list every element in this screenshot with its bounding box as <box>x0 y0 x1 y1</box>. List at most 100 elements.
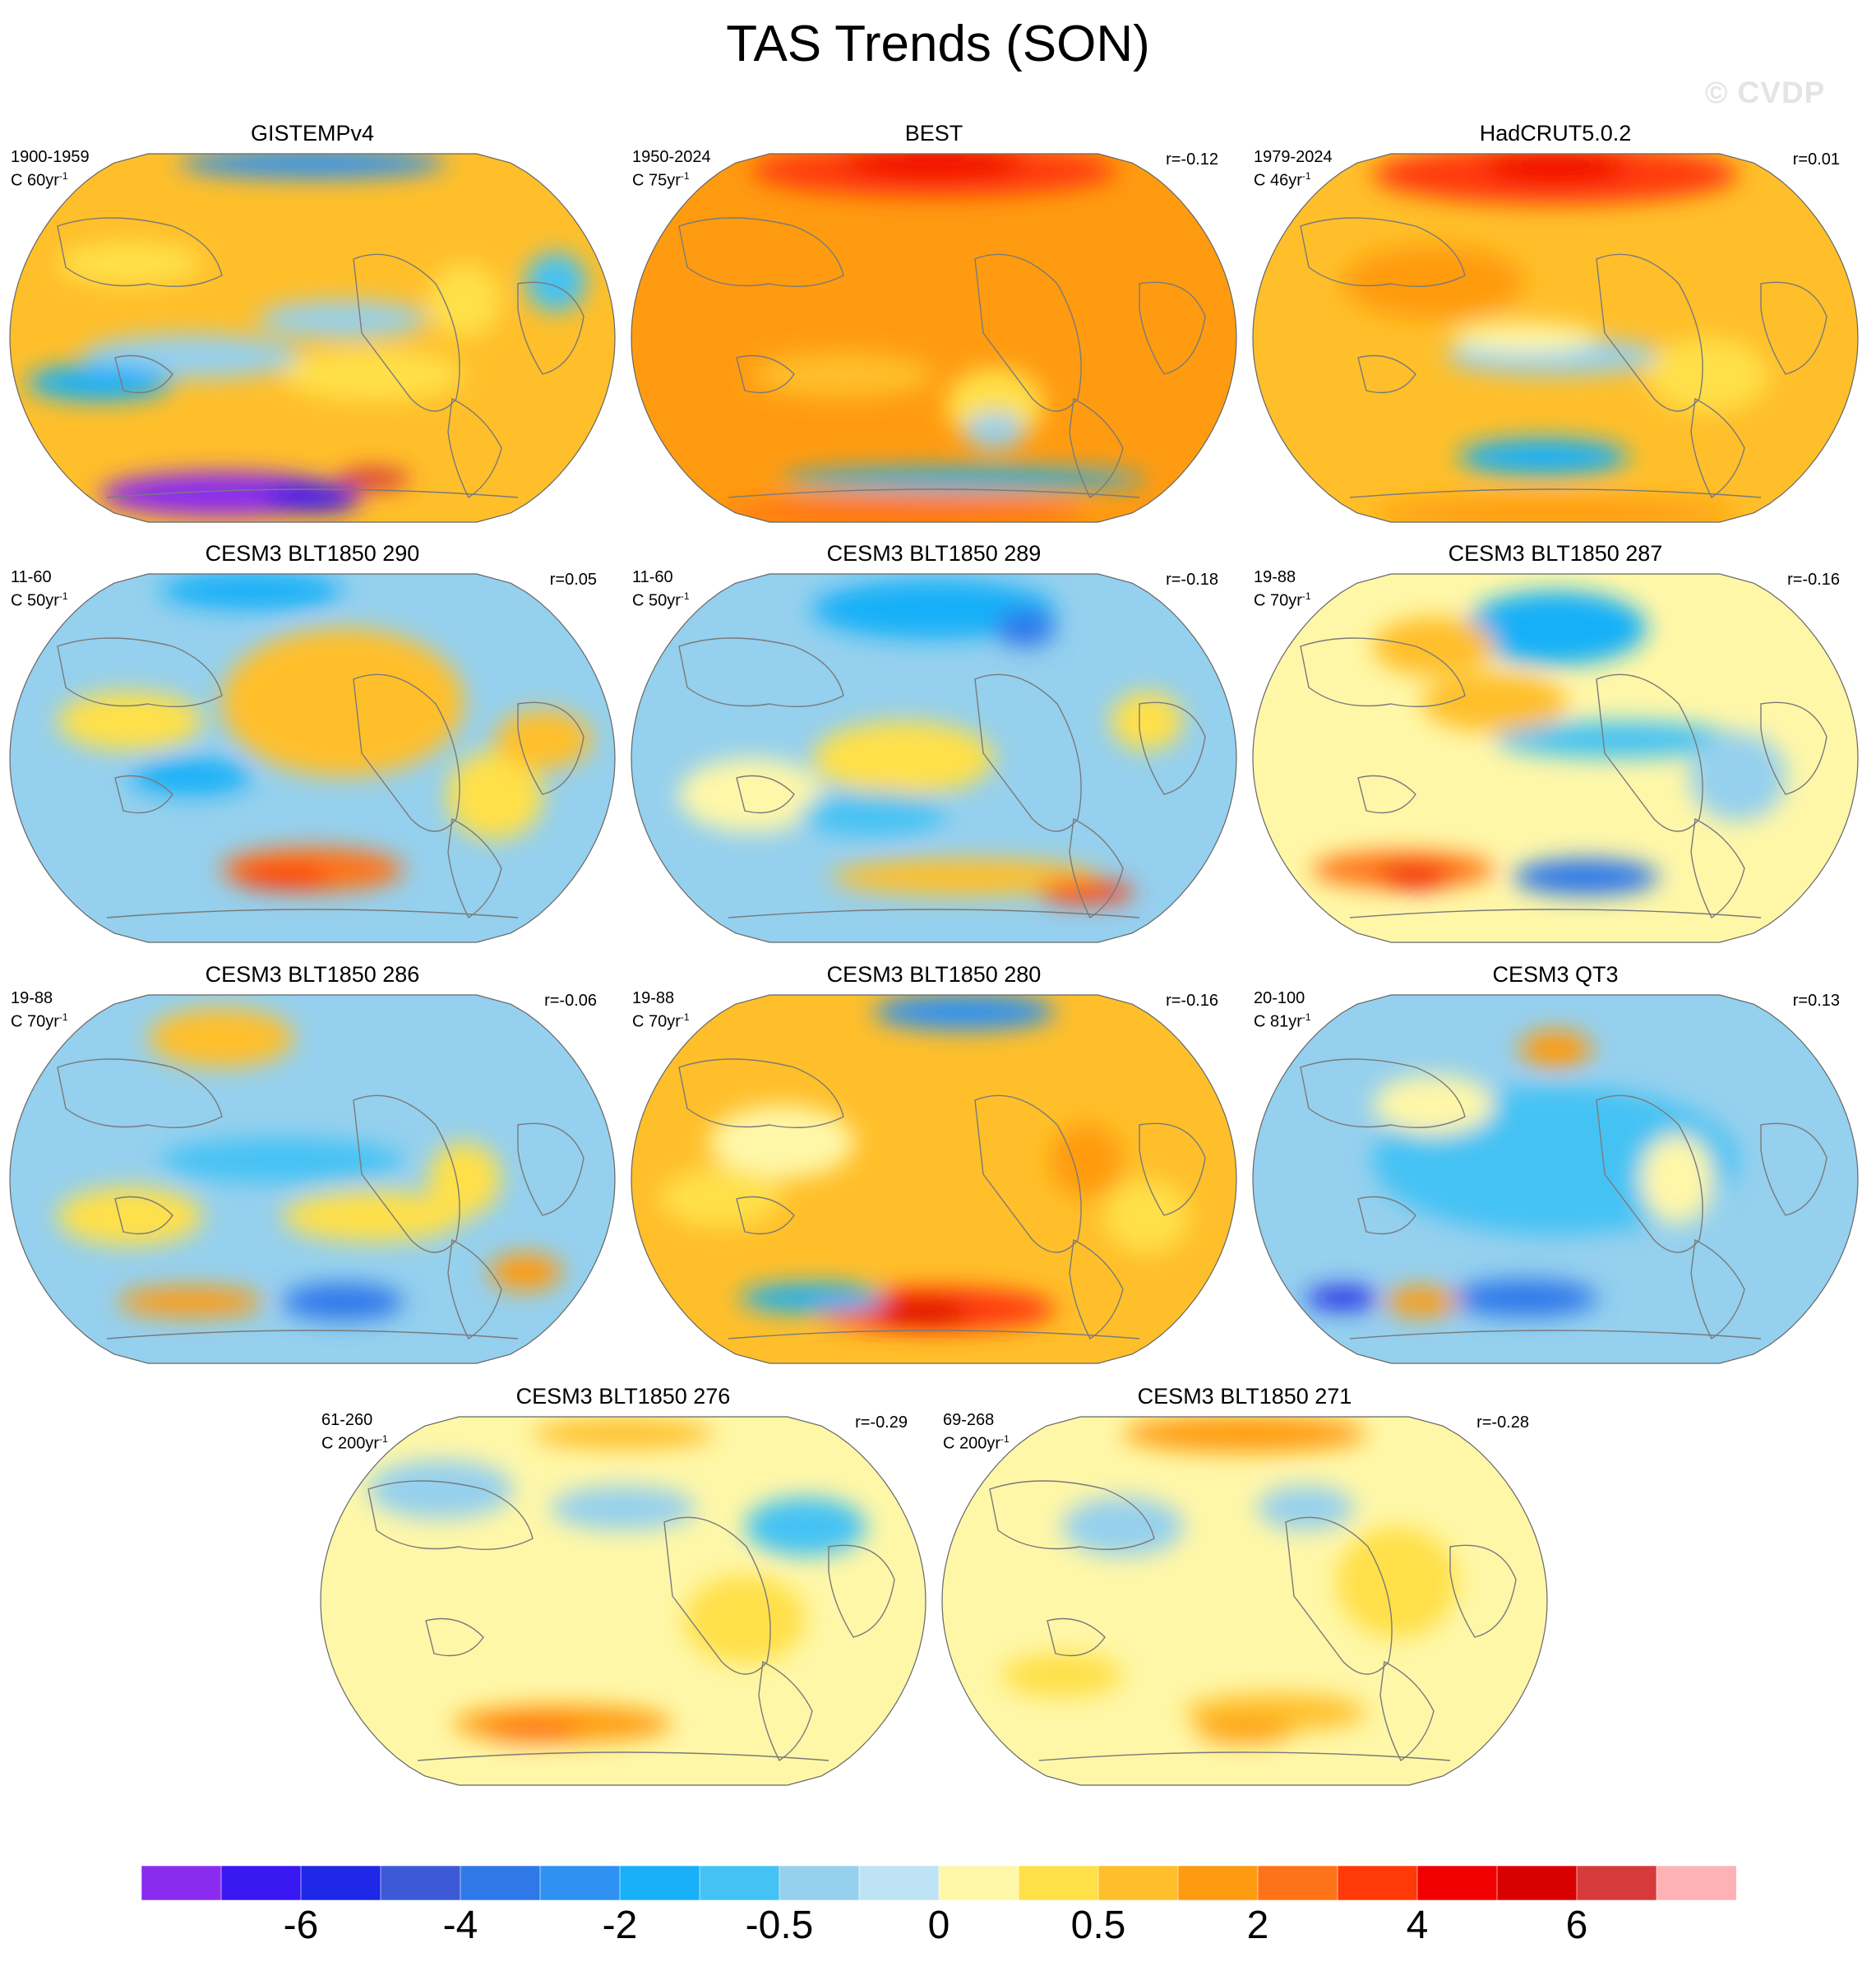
map-outline <box>1252 153 1859 523</box>
robinson-map <box>9 153 616 523</box>
colorbar-swatch <box>1257 1865 1338 1901</box>
panel-title: BEST <box>904 121 963 146</box>
map-panel: HadCRUT5.0.2 1979-2024 C 46yr-1 r=0.01 <box>1251 121 1860 523</box>
coastline <box>447 817 502 919</box>
coastline <box>1379 1660 1435 1762</box>
coastline <box>728 488 1140 498</box>
colorbar-tick-label: 2 <box>1246 1904 1269 1947</box>
map-panel: CESM3 BLT1850 289 11-60 C 50yr-1 r=-0.18 <box>630 541 1238 943</box>
panel-title: CESM3 BLT1850 289 <box>826 541 1042 566</box>
map-panel: GISTEMPv4 1900-1959 C 60yr-1 <box>8 121 617 523</box>
trend-anomaly-region <box>57 241 203 286</box>
coastline <box>1069 397 1124 499</box>
coastline <box>1349 1330 1762 1339</box>
trend-anomaly-region <box>739 1283 885 1313</box>
panel-title: CESM3 BLT1850 287 <box>1448 541 1663 566</box>
coastline <box>447 397 502 499</box>
colorbar-swatch <box>1416 1865 1498 1901</box>
robinson-map <box>1252 994 1859 1364</box>
panel-correlation: r=0.05 <box>549 571 597 589</box>
trend-anomaly-region <box>830 858 1098 896</box>
panel-trend-length: C 70yr-1 <box>1254 587 1311 611</box>
trend-length-exponent: -1 <box>680 1011 690 1023</box>
map-panel: BEST 1950-2024 C 75yr-1 r=-0.12 <box>630 121 1238 523</box>
trend-anomaly-region <box>160 574 343 610</box>
map-outline <box>9 994 616 1364</box>
coastline <box>974 1094 1082 1253</box>
map-outline <box>1252 573 1859 943</box>
trend-anomaly-region <box>745 1497 866 1557</box>
colorbar-swatch <box>779 1865 860 1901</box>
trend-length-text: C 46yr <box>1254 171 1302 190</box>
coastline <box>1596 1094 1703 1253</box>
trend-anomaly-region <box>1195 1719 1294 1742</box>
coastline <box>1357 1196 1416 1235</box>
colorbar-tick-label: 6 <box>1565 1904 1588 1947</box>
coastline <box>736 775 795 814</box>
map-outline <box>631 573 1237 943</box>
map-background-field <box>10 154 615 522</box>
trend-anomaly-region <box>148 1008 294 1068</box>
coastline <box>57 637 223 707</box>
panel-period: 1979-2024 <box>1254 148 1333 166</box>
trend-length-text: C 200yr <box>943 1434 1001 1453</box>
trend-anomaly-region <box>178 154 446 178</box>
robinson-map <box>9 573 616 943</box>
robinson-map <box>1252 153 1859 523</box>
trend-length-text: C 50yr <box>632 591 681 610</box>
colorbar-swatch <box>1018 1865 1099 1901</box>
trend-anomaly-region <box>1495 720 1738 758</box>
coastline <box>353 1094 460 1253</box>
trend-length-exponent: -1 <box>1301 170 1311 182</box>
robinson-map <box>941 1416 1548 1786</box>
trend-length-text: C 70yr <box>11 1012 59 1031</box>
coastline <box>1139 1122 1206 1216</box>
coastline <box>517 701 585 795</box>
trend-anomaly-region <box>160 1138 404 1183</box>
coastline <box>425 1617 484 1657</box>
map-panel: CESM3 BLT1850 271 69-268 C 200yr-1 r=-0.28 <box>940 1384 1549 1786</box>
trend-length-exponent: -1 <box>680 170 690 182</box>
panel-period: 11-60 <box>632 568 673 586</box>
panel-title: CESM3 BLT1850 276 <box>515 1384 731 1409</box>
trend-anomaly-region <box>282 1190 464 1242</box>
coastline <box>736 354 795 394</box>
trend-length-text: C 60yr <box>11 171 59 190</box>
trend-anomaly-region <box>1647 338 1768 413</box>
map-outline <box>941 1416 1548 1786</box>
coastline <box>517 281 585 375</box>
trend-anomaly-region <box>57 691 203 751</box>
trend-anomaly-region <box>1452 1279 1598 1317</box>
panel-trend-length: C 50yr-1 <box>632 587 690 611</box>
panel-trend-length: C 75yr-1 <box>632 167 690 191</box>
coastline <box>1357 775 1416 814</box>
trend-anomaly-region <box>782 468 1147 491</box>
trend-anomaly-region <box>488 1253 562 1291</box>
panel-period: 19-88 <box>11 989 53 1007</box>
coastline <box>736 1196 795 1235</box>
colorbar-swatch <box>539 1865 621 1901</box>
coastline <box>1357 354 1416 394</box>
robinson-map <box>1252 573 1859 943</box>
panel-period: 19-88 <box>632 989 675 1007</box>
map-background-field <box>631 154 1236 522</box>
colorbar-swatch <box>380 1865 461 1901</box>
colorbar-swatch <box>220 1865 302 1901</box>
panel-title: CESM3 BLT1850 290 <box>205 541 420 566</box>
map-outline <box>9 573 616 943</box>
trend-length-exponent: -1 <box>58 590 68 602</box>
trend-anomaly-region <box>1001 1653 1123 1698</box>
trend-length-text: C 75yr <box>632 171 681 190</box>
trend-anomaly-region <box>1110 691 1184 751</box>
coastline <box>1349 488 1762 498</box>
robinson-map <box>631 994 1237 1364</box>
coastline <box>974 253 1082 412</box>
coastline <box>1069 817 1124 919</box>
trend-length-exponent: -1 <box>1301 1011 1311 1023</box>
trend-anomaly-region <box>263 483 362 513</box>
coastline <box>989 1480 1155 1550</box>
panel-trend-length: C 46yr-1 <box>1254 167 1311 191</box>
robinson-map <box>631 573 1237 943</box>
panel-trend-length: C 60yr-1 <box>11 167 68 191</box>
trend-anomaly-region <box>1256 1485 1355 1531</box>
